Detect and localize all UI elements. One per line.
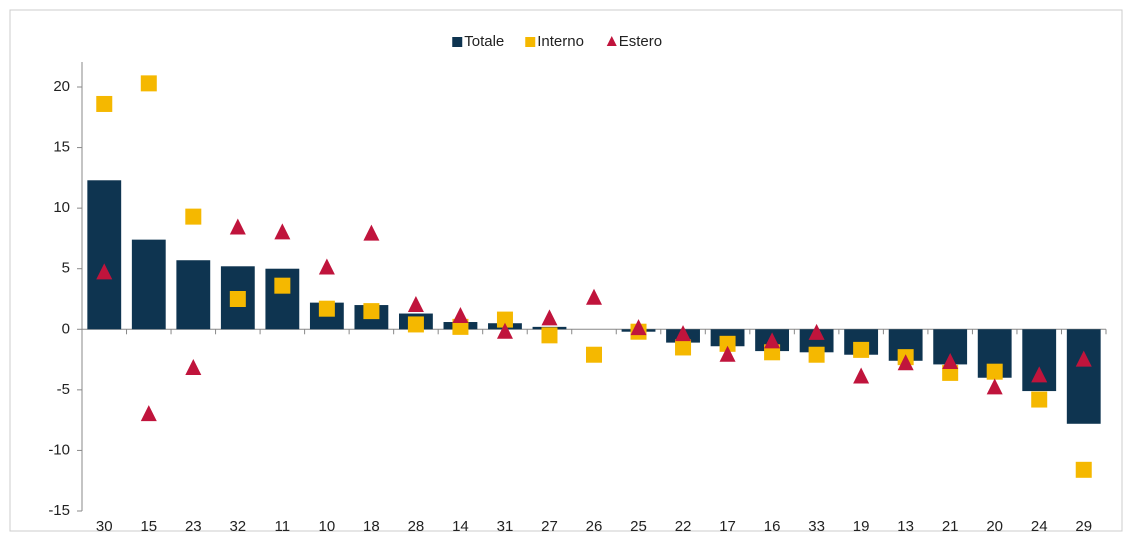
triangle-marker (274, 223, 291, 240)
x-tick-label: 24 (1031, 518, 1048, 535)
x-tick-label: 15 (140, 518, 157, 535)
triangle-marker (229, 218, 246, 235)
x-tick-label: 13 (897, 518, 914, 535)
triangle-marker (586, 288, 602, 305)
triangle-marker (140, 405, 157, 422)
legend-label: Interno (537, 33, 584, 50)
y-tick-label: 20 (53, 78, 70, 95)
y-tick-label: -5 (57, 381, 70, 398)
bar (799, 329, 834, 353)
x-tick-label: 27 (541, 518, 558, 535)
x-tick-label: 30 (96, 518, 113, 535)
triangle-marker (452, 306, 469, 323)
triangle-marker (675, 325, 692, 342)
legend-swatch (525, 37, 536, 47)
triangle-marker (942, 352, 959, 369)
x-tick-label: 21 (942, 518, 959, 535)
triangle-marker (808, 323, 825, 340)
legend-label: Estero (619, 33, 662, 50)
legend-label: Totale (464, 33, 504, 50)
x-tick-label: 10 (319, 518, 336, 535)
square-marker (185, 208, 202, 225)
triangle-marker (318, 258, 335, 275)
x-tick-label: 33 (808, 518, 825, 535)
x-tick-label: 28 (408, 518, 425, 535)
square-marker (1075, 461, 1092, 478)
triangle-marker (496, 322, 513, 339)
y-tick-label: 15 (53, 139, 70, 156)
y-tick-label: -15 (48, 502, 70, 519)
square-marker (986, 363, 1003, 380)
triangle-marker (897, 354, 914, 371)
square-marker (719, 335, 736, 352)
triangle-marker (630, 319, 647, 336)
square-marker (853, 341, 870, 358)
triangle-marker (1031, 366, 1048, 383)
square-marker (586, 346, 602, 363)
y-tick-label: 10 (53, 199, 70, 216)
triangle-marker (541, 309, 558, 326)
triangle-marker (363, 224, 380, 241)
triangle-marker (185, 359, 202, 376)
square-marker (808, 346, 825, 363)
triangle-marker (853, 367, 870, 384)
x-tick-label: 25 (630, 518, 647, 535)
square-marker (496, 311, 513, 328)
x-tick-label: 17 (719, 518, 736, 535)
x-tick-label: 32 (229, 518, 246, 535)
x-tick-label: 26 (586, 518, 603, 535)
square-marker (96, 95, 113, 112)
x-tick-label: 23 (185, 518, 202, 535)
y-tick-label: 0 (62, 320, 70, 337)
bar (87, 180, 122, 330)
x-tick-label: 22 (675, 518, 692, 535)
x-tick-label: 16 (764, 518, 781, 535)
x-tick-label: 19 (853, 518, 870, 535)
bar (1066, 329, 1101, 424)
x-tick-label: 11 (275, 518, 291, 535)
x-tick-label: 29 (1075, 518, 1092, 535)
y-tick-label: -10 (48, 441, 70, 458)
legend-swatch (452, 37, 463, 47)
bar (176, 260, 211, 330)
x-tick-label: 20 (986, 518, 1003, 535)
triangle-marker (986, 378, 1003, 395)
square-marker (363, 303, 380, 320)
legend-swatch (606, 36, 617, 46)
square-marker (229, 291, 246, 307)
bar (131, 239, 166, 330)
square-marker (274, 277, 291, 294)
square-marker (140, 75, 157, 92)
triangle-marker (96, 263, 113, 280)
triangle-marker (764, 332, 781, 349)
square-marker (407, 316, 424, 333)
y-tick-label: 5 (62, 260, 70, 277)
x-tick-label: 31 (497, 518, 514, 535)
square-marker (541, 327, 558, 344)
square-marker (318, 300, 335, 317)
triangle-marker (407, 296, 424, 313)
x-tick-label: 14 (452, 518, 469, 535)
triangle-marker (1075, 350, 1092, 367)
square-marker (1031, 391, 1048, 408)
x-tick-label: 18 (363, 518, 380, 535)
square-marker (675, 339, 692, 356)
triangle-marker (719, 345, 736, 362)
